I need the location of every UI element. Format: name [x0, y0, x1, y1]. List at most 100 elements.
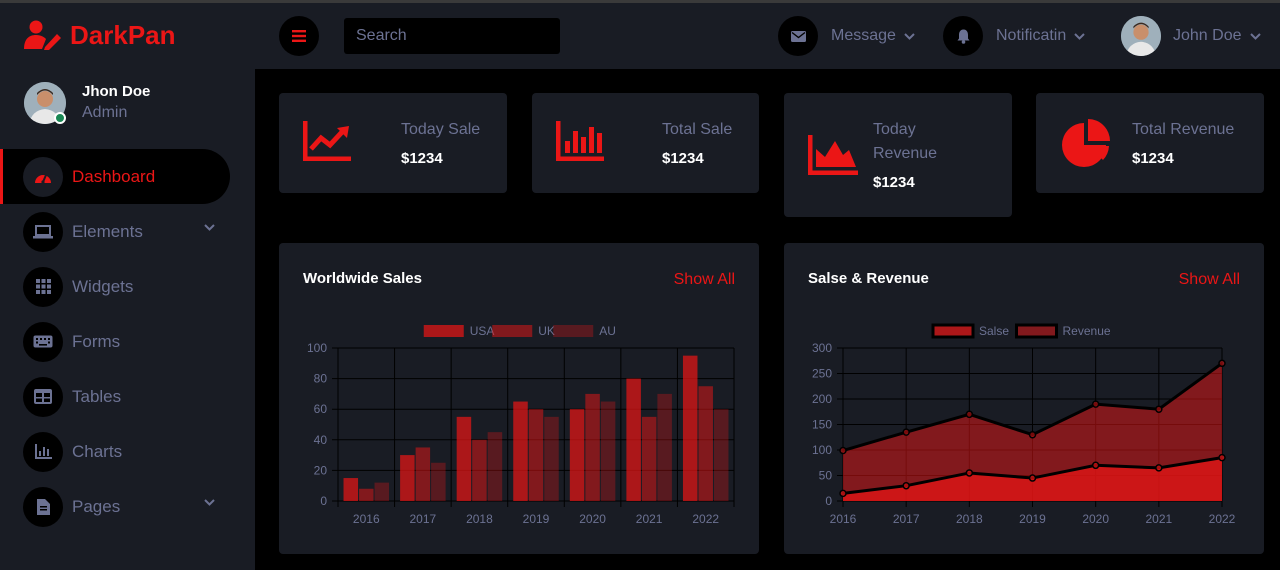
sidebar-toggle-button[interactable] — [279, 16, 319, 56]
x-tick-label: 2017 — [893, 512, 920, 526]
chevron-down-icon — [1074, 32, 1085, 40]
brand-name: DarkPan — [70, 19, 176, 50]
point-revenue-2022 — [1218, 359, 1226, 368]
panel-title: Salse & Revenue — [808, 270, 929, 287]
keyboard-icon — [23, 321, 63, 362]
legend-label: UK — [538, 324, 555, 338]
sidebar-item-widgets[interactable]: Widgets — [0, 259, 255, 314]
sidebar-item-pages[interactable]: Pages — [0, 479, 255, 534]
x-tick-label: 2017 — [410, 512, 437, 526]
sidebar-item-label: Dashboard — [72, 166, 156, 186]
x-tick-label: 2016 — [830, 512, 857, 526]
bar-usa-2021 — [626, 378, 641, 501]
stat-value: $1234 — [1132, 150, 1174, 167]
stat-value: $1234 — [401, 150, 443, 167]
y-tick-label: 200 — [812, 392, 832, 406]
profile-avatar-wrap — [24, 82, 66, 124]
point-salse-2022 — [1218, 453, 1226, 462]
legend-label: USA — [470, 324, 495, 338]
y-tick-label: 150 — [812, 418, 832, 432]
sales-revenue-panel: Salse & Revenue Show All 0 50 100 150 200 250… — [784, 243, 1264, 554]
message-dropdown[interactable]: Message — [778, 16, 915, 56]
legend-swatch — [492, 325, 533, 337]
point-revenue-2019 — [1028, 430, 1037, 439]
x-tick-label: 2019 — [1019, 512, 1046, 526]
notification-dropdown[interactable]: Notificatin — [943, 16, 1085, 56]
bar-usa-2020 — [569, 409, 585, 501]
bar-au-2017 — [431, 462, 446, 501]
legend-label: Salse — [979, 324, 1009, 338]
x-tick-label: 2019 — [523, 512, 550, 526]
stat-label: Today Revenue — [873, 121, 938, 162]
sidebar-profile: Jhon Doe Admin — [24, 82, 150, 124]
chart-area-icon — [808, 135, 858, 175]
profile-name: Jhon Doe — [82, 83, 151, 100]
point-revenue-2021 — [1155, 405, 1163, 413]
sidebar-item-dashboard[interactable]: Dashboard — [0, 149, 230, 204]
user-menu-dropdown[interactable]: John Doe — [1121, 16, 1261, 56]
x-tick-label: 2018 — [956, 512, 983, 526]
worldwide-sales-panel: Worldwide Sales Show All 0 20 40 60 80 100 USA… — [279, 243, 759, 554]
envelope-icon — [778, 16, 818, 56]
point-salse-2021 — [1155, 464, 1163, 472]
online-status-dot — [54, 112, 66, 124]
x-tick-label: 2022 — [1209, 512, 1236, 526]
bar-uk-2016 — [359, 488, 374, 501]
sidebar-item-elements[interactable]: Elements — [0, 204, 255, 259]
legend-label: AU — [599, 324, 616, 338]
point-salse-2020 — [1091, 461, 1100, 470]
chart-bar-icon — [23, 431, 63, 472]
x-tick-label: 2021 — [636, 512, 663, 526]
bar-uk-2017 — [415, 447, 431, 501]
x-tick-label: 2018 — [466, 512, 493, 526]
x-tick-label: 2016 — [353, 512, 380, 526]
bar-uk-2018 — [472, 439, 487, 501]
sidebar-item-forms[interactable]: Forms — [0, 314, 255, 369]
sidebar-nav: Dashboard Elements Widgets Forms — [0, 149, 255, 534]
chevron-down-icon — [204, 499, 215, 506]
sidebar-item-tables[interactable]: Tables — [0, 369, 255, 424]
bar-uk-2022 — [698, 386, 713, 501]
main-content: Today Sale $1234 Total Sale $1234 Today … — [255, 69, 1280, 570]
y-tick-label: 40 — [314, 433, 328, 447]
x-tick-label: 2021 — [1145, 512, 1172, 526]
chevron-down-icon — [204, 224, 215, 231]
y-tick-label: 250 — [812, 367, 832, 381]
y-tick-label: 20 — [314, 463, 328, 477]
stat-label: Total Revenue — [1132, 121, 1235, 138]
bar-au-2022 — [713, 409, 729, 501]
show-all-link[interactable]: Show All — [1178, 271, 1240, 288]
panel-title: Worldwide Sales — [303, 270, 422, 287]
bar-au-2018 — [487, 432, 503, 501]
speedometer-icon — [23, 156, 63, 197]
point-revenue-2016 — [839, 446, 847, 455]
bar-usa-2022 — [682, 355, 698, 501]
sidebar-item-label: Elements — [72, 221, 143, 241]
search-input[interactable] — [344, 18, 560, 54]
sales-revenue-chart: 0 50 100 150 200 250 300 2016 2017 2018 2019 2020 20… — [812, 323, 1236, 526]
y-tick-label: 100 — [812, 443, 832, 457]
stat-label: Today Sale — [401, 121, 481, 138]
chart-bar-icon — [556, 121, 604, 161]
x-tick-label: 2022 — [692, 512, 719, 526]
notification-label: Notificatin — [996, 27, 1067, 44]
point-revenue-2017 — [902, 428, 910, 436]
worldwide-sales-chart: 0 20 40 60 80 100 USA UK AU 2016 2017 2018 2019 2020 2… — [307, 324, 735, 526]
sidebar-item-charts[interactable]: Charts — [0, 424, 255, 479]
bar-usa-2018 — [456, 416, 472, 501]
hamburger-icon — [292, 30, 306, 42]
table-icon — [23, 376, 63, 417]
profile-role: Admin — [82, 104, 128, 121]
brand-logo[interactable]: DarkPan — [24, 17, 176, 53]
bar-au-2021 — [657, 393, 672, 501]
sidebar-item-label: Tables — [72, 386, 122, 406]
y-tick-label: 100 — [307, 341, 327, 355]
y-tick-label: 50 — [819, 469, 833, 483]
sidebar-item-label: Forms — [72, 331, 121, 351]
bar-au-2016 — [374, 482, 390, 501]
show-all-link[interactable]: Show All — [673, 271, 735, 288]
legend-label: Revenue — [1063, 324, 1111, 338]
sidebar-item-label: Widgets — [72, 276, 134, 296]
bar-uk-2021 — [641, 416, 657, 501]
